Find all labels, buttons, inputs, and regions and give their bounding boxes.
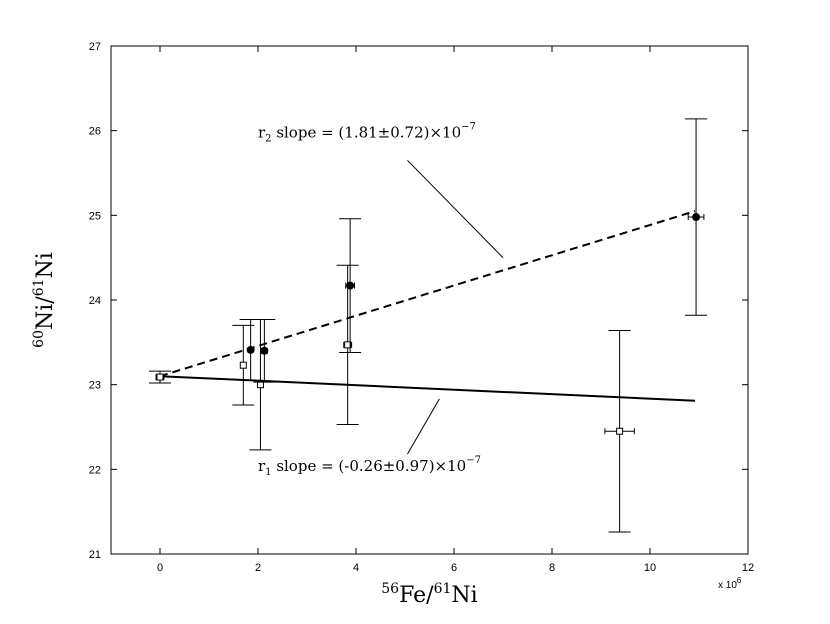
y-tick-label: 26 bbox=[89, 126, 101, 138]
data-point-filled bbox=[685, 118, 708, 316]
fit-line-r2 bbox=[159, 210, 696, 378]
data-point-open bbox=[336, 264, 359, 425]
data-point-open bbox=[604, 329, 635, 533]
point-marker bbox=[692, 213, 701, 222]
point-marker bbox=[260, 346, 269, 355]
data-point-filled bbox=[239, 318, 262, 381]
x-tick-label: 2 bbox=[255, 562, 261, 574]
x-axis-title: 56Fe/61Ni bbox=[381, 581, 477, 608]
fit-line-r1 bbox=[159, 375, 696, 402]
point-marker bbox=[156, 373, 164, 381]
annotation-pointer-r2 bbox=[407, 159, 504, 259]
point-marker bbox=[246, 345, 255, 354]
plot-frame bbox=[110, 45, 749, 555]
x-tick-label: 12 bbox=[742, 562, 754, 574]
y-tick-label: 27 bbox=[89, 41, 101, 53]
point-marker bbox=[344, 341, 352, 349]
annotation-r2: r2 slope = (1.81±0.72)×10−7 bbox=[258, 121, 476, 144]
annotation-pointer-r1 bbox=[407, 398, 440, 455]
y-tick-label: 25 bbox=[89, 210, 101, 222]
x-tick-label: 6 bbox=[451, 562, 457, 574]
data-point-filled bbox=[253, 318, 276, 383]
data-point-open bbox=[249, 318, 272, 451]
x-axis-multiplier: x 106 bbox=[718, 576, 742, 591]
x-tick-label: 8 bbox=[549, 562, 555, 574]
point-marker bbox=[239, 361, 247, 369]
y-tick-label: 21 bbox=[89, 549, 101, 561]
annotation-r1: r1 slope = (-0.26±0.97)×10−7 bbox=[258, 455, 481, 478]
y-tick-label: 22 bbox=[89, 464, 101, 476]
point-marker bbox=[616, 427, 624, 435]
data-point-open bbox=[232, 324, 255, 406]
y-tick-label: 23 bbox=[89, 380, 101, 392]
x-tick-label: 4 bbox=[353, 562, 359, 574]
x-tick-label: 0 bbox=[157, 562, 163, 574]
x-tick-label: 10 bbox=[644, 562, 656, 574]
y-tick-label: 24 bbox=[89, 295, 101, 307]
point-marker bbox=[346, 281, 355, 290]
data-point-open bbox=[149, 370, 171, 384]
data-point-filled bbox=[339, 218, 362, 353]
y-axis-title: 60Ni/61Ni bbox=[31, 252, 58, 348]
